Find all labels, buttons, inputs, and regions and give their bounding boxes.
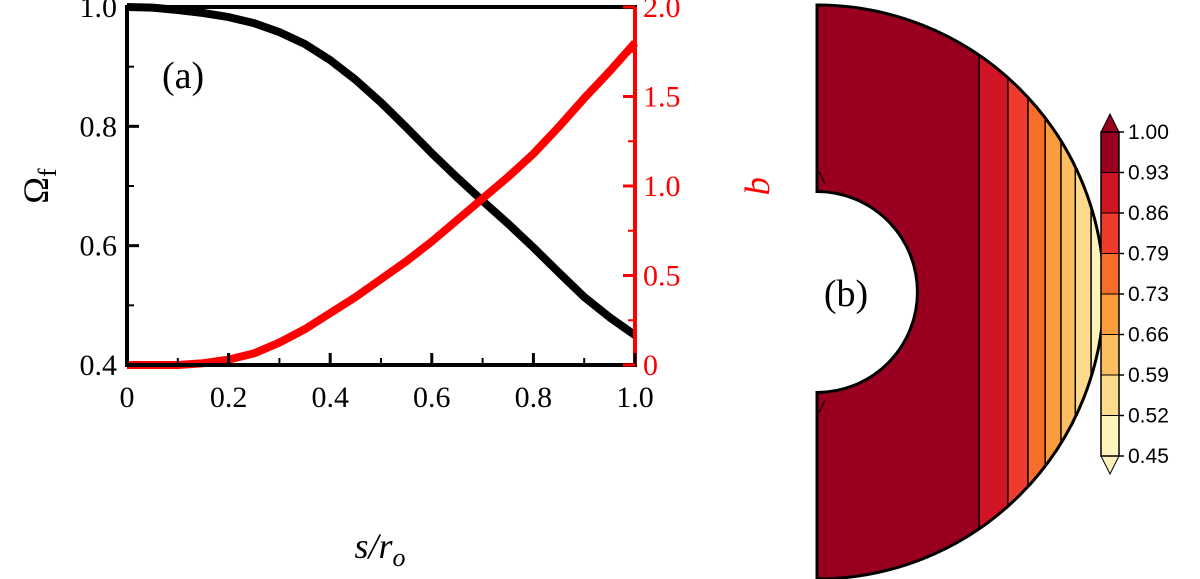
colorbar-segment [1100, 253, 1120, 295]
colorbar-tick-label: 1.00 [1128, 121, 1169, 144]
x-tick-label: 1.0 [616, 381, 654, 414]
colorbar-tick-label: 0.66 [1128, 324, 1169, 347]
y-left-tick-label: 0.6 [80, 230, 118, 263]
colorbar-tick-label: 0.59 [1128, 364, 1169, 387]
y-right-tick-label: 1.0 [643, 170, 681, 203]
shell-outline [815, 3, 1106, 579]
colorbar-segment [1100, 212, 1120, 255]
x-axis-title-sub: o [393, 543, 406, 572]
contour-band [1045, 5, 1062, 579]
colorbar-segment [1100, 374, 1120, 417]
y-left-tick-label: 1.0 [80, 0, 118, 24]
x-axis-title: s/ro [354, 526, 405, 572]
colorbar-extend-top [1100, 112, 1120, 133]
y-right-tick-label: 1.5 [643, 81, 681, 114]
y-right-tick-label: 2.0 [643, 0, 681, 24]
colorbar: 1.00 0.93 0.86 0.79 0.73 0.66 0.59 0.52 0.45 [1100, 112, 1169, 476]
colorbar-tick-label: 0.86 [1128, 202, 1169, 225]
panel-a-line-chart: 0 0.2 0.4 0.6 0.8 1.00.40.60.81.000.51.01.52.… [16, 0, 784, 572]
y-left-tick-label: 0.8 [80, 110, 118, 143]
x-tick-label: 0.4 [311, 381, 349, 414]
y-right-tick-label: 0.5 [643, 260, 681, 293]
contour-band [1007, 5, 1029, 579]
contour-band [1075, 5, 1092, 579]
panel-b-label: (b) [824, 273, 868, 315]
x-tick-label: 0.2 [210, 381, 248, 414]
contour-band [1060, 5, 1076, 579]
colorbar-segment [1100, 172, 1120, 214]
omega-line [126, 3, 638, 339]
x-tick-label: 0.8 [515, 381, 553, 414]
x-tick-label: 0 [120, 381, 135, 414]
contour-line [818, 171, 826, 184]
x-tick-label: 0.6 [413, 381, 451, 414]
tick-group: 0 0.2 0.4 0.6 0.8 1.00.40.60.81.000.51.01.52.… [80, 0, 681, 414]
colorbar-tick-label: 0.73 [1128, 283, 1169, 306]
contour-line [818, 400, 826, 413]
panel-a-label: (a) [162, 55, 204, 97]
y-left-axis-title-main: Ω [16, 177, 56, 204]
colorbar-tick-label: 0.52 [1128, 405, 1169, 428]
y-right-tick-label: 0 [643, 349, 658, 382]
colorbar-tick-label: 0.93 [1128, 162, 1169, 185]
contour-band [1027, 5, 1046, 579]
colorbar-extend-bottom [1100, 455, 1120, 476]
x-axis-title-main: s/r [354, 526, 393, 566]
y-left-tick-label: 0.4 [80, 349, 118, 382]
colorbar-tick-label: 0.45 [1128, 445, 1169, 468]
contour-band [979, 5, 1009, 579]
colorbar-segment [1100, 131, 1120, 174]
colorbar-segment [1100, 415, 1120, 457]
y-left-axis-title: Ωf [16, 168, 62, 204]
q-line [127, 40, 638, 369]
colorbar-segment [1100, 293, 1120, 336]
line-series-group [126, 3, 638, 369]
y-right-axis-title: q [744, 177, 784, 195]
panel-b-contour: (b) 1.00 0.93 0.86 0.79 0.73 0.66 0.59 0.52 0.45 [815, 3, 1169, 579]
colorbar-tick-label: 0.79 [1128, 243, 1169, 266]
colorbar-segment [1100, 334, 1120, 376]
y-left-axis-title-sub: f [33, 168, 62, 177]
